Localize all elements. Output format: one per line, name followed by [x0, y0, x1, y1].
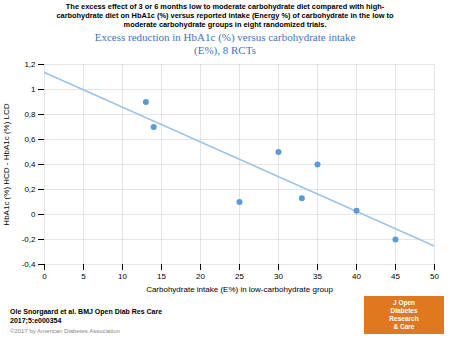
html-text:J Open Diabetes Research & Car: J Open Diabetes Research & Care	[389, 299, 419, 330]
html-text:The excess effect of 3 or 6 mo: The excess effect of 3 or 6 months low t…	[56, 2, 394, 29]
svg-text:HbA1c (%) HCD - HbA1c (%) LCD: HbA1c (%) HCD - HbA1c (%) LCD	[2, 103, 11, 225]
svg-text:0: 0	[31, 210, 36, 219]
svg-text:45: 45	[391, 272, 400, 281]
svg-text:25: 25	[235, 272, 244, 281]
svg-text:15: 15	[157, 272, 166, 281]
html-text:Ole Snorgaard et al. BMJ Open: Ole Snorgaard et al. BMJ Open Diab Res C…	[10, 308, 163, 324]
svg-text:10: 10	[118, 272, 127, 281]
svg-text:0,4: 0,4	[24, 160, 36, 169]
svg-text:35: 35	[313, 272, 322, 281]
svg-text:20: 20	[196, 272, 205, 281]
svg-text:0: 0	[42, 272, 47, 281]
svg-text:1,2: 1,2	[24, 60, 36, 69]
html-text:©2017 by American Diabetes Ass: ©2017 by American Diabetes Association	[10, 328, 120, 334]
svg-text:0,8: 0,8	[24, 110, 36, 119]
svg-text:1: 1	[31, 85, 36, 94]
svg-text:0,2: 0,2	[24, 185, 36, 194]
svg-text:Carbohydrate intake (E%) in lo: Carbohydrate intake (E%) in low-carbohyd…	[146, 285, 333, 294]
html-text:Excess reduction in HbA1c (%): Excess reduction in HbA1c (%) versus car…	[94, 31, 356, 56]
svg-text:-0,2: -0,2	[22, 235, 36, 244]
svg-text:40: 40	[352, 272, 361, 281]
svg-text:50: 50	[430, 272, 439, 281]
svg-text:-0,4: -0,4	[22, 260, 36, 269]
svg-text:0,6: 0,6	[24, 135, 36, 144]
svg-text:30: 30	[274, 272, 283, 281]
svg-text:5: 5	[81, 272, 86, 281]
